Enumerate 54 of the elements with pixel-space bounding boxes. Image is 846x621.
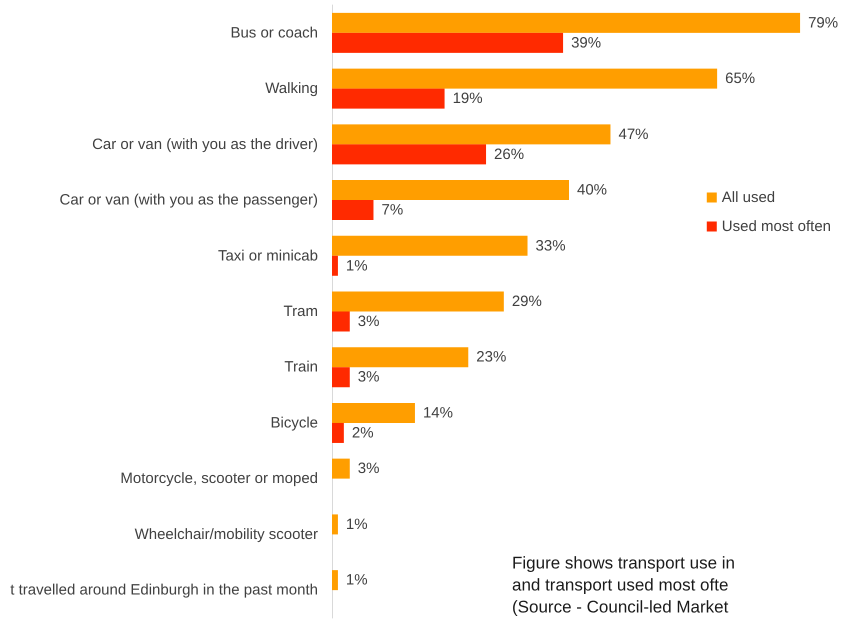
y-tick-label: t travelled around Edinburgh in the past month — [10, 582, 318, 599]
annotation: (Source - Council-led Market — [512, 598, 729, 616]
bar — [332, 367, 350, 388]
bar — [332, 570, 338, 590]
bar — [332, 68, 718, 89]
y-tick-label: Bicycle — [270, 414, 318, 432]
bar — [332, 180, 569, 200]
data-label: 47% — [618, 126, 649, 143]
data-label: 19% — [452, 90, 483, 108]
data-label: 29% — [512, 293, 542, 310]
bar — [332, 124, 610, 144]
annotation: and transport used most ofte — [512, 576, 728, 594]
bar — [332, 458, 350, 479]
y-tick-label: Taxi or minicab — [218, 247, 318, 264]
data-label: 1% — [346, 572, 368, 589]
y-tick-label: Train — [284, 358, 318, 376]
legend-label: Used most often — [722, 218, 831, 235]
data-label: 3% — [358, 460, 380, 478]
bar — [332, 12, 800, 33]
data-label: 1% — [346, 516, 368, 533]
bar — [332, 32, 564, 53]
data-label: 1% — [346, 257, 368, 274]
data-label: 26% — [494, 146, 524, 163]
bar — [332, 312, 350, 332]
bar — [332, 88, 445, 109]
data-label: 3% — [358, 368, 380, 386]
bar — [332, 347, 468, 368]
bar — [332, 256, 338, 276]
data-label: 40% — [577, 182, 608, 199]
bar — [332, 200, 374, 220]
y-tick-label: Wheelchair/mobility scooter — [134, 526, 318, 543]
bar — [332, 422, 344, 443]
data-label: 3% — [358, 313, 380, 330]
data-label: 14% — [422, 404, 453, 422]
y-tick-label: Car or van (with you as the passenger) — [60, 192, 318, 209]
data-label: 7% — [381, 202, 404, 219]
bar — [332, 292, 504, 312]
bar — [332, 236, 528, 256]
data-label: 79% — [808, 14, 838, 32]
y-tick-label: Motorcycle, scooter or moped — [120, 470, 318, 488]
y-tick-label: Tram — [284, 303, 318, 320]
data-label: 65% — [725, 70, 756, 88]
data-label: 33% — [536, 237, 566, 254]
legend-label: All used — [722, 189, 776, 206]
bar — [332, 402, 415, 423]
y-tick-label: Walking — [265, 80, 318, 98]
annotation: Figure shows transport use in — [512, 554, 735, 572]
y-tick-label: Car or van (with you as the driver) — [92, 136, 318, 153]
data-label: 23% — [476, 348, 506, 366]
bar — [332, 144, 486, 164]
bar — [332, 514, 338, 534]
data-label: 2% — [352, 424, 374, 442]
data-label: 39% — [571, 34, 602, 52]
y-tick-label: Bus or coach — [230, 24, 318, 42]
